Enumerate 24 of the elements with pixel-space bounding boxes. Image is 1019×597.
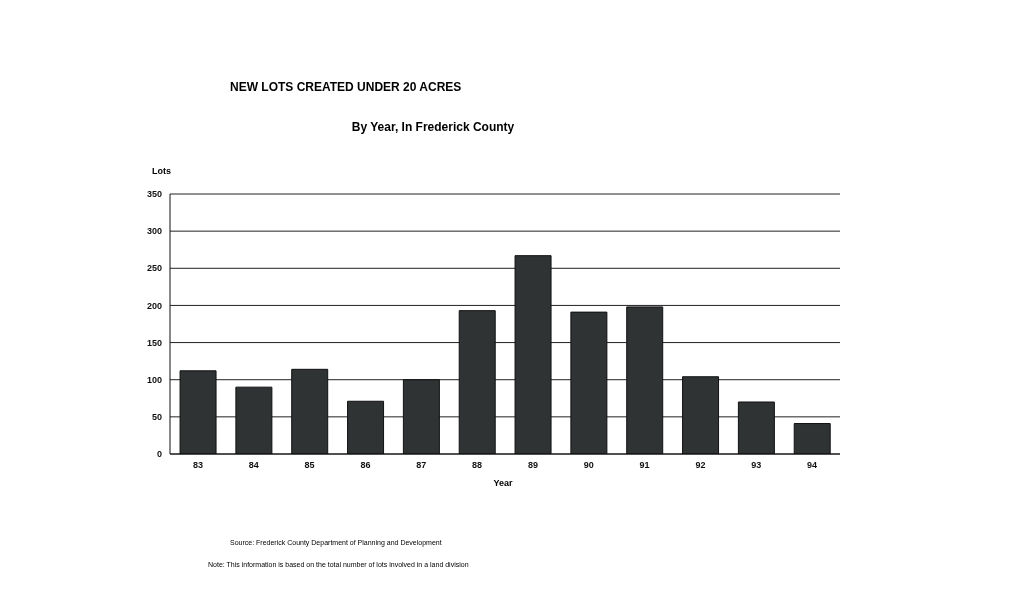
y-axis-title: Lots	[152, 166, 171, 176]
x-tick-label: 87	[416, 460, 427, 471]
x-axis-title: Year	[492, 478, 514, 488]
y-tick-label: 50	[151, 412, 162, 423]
x-tick-label: 84	[248, 460, 259, 471]
y-tick-label: 200	[146, 300, 162, 311]
y-tick-label: 100	[146, 374, 162, 385]
y-tick-label: 150	[146, 337, 162, 348]
y-tick-label: 350	[146, 189, 162, 200]
x-tick-label: 85	[304, 460, 315, 471]
y-tick-label: 0	[156, 449, 162, 460]
x-tick-label: 89	[527, 460, 538, 471]
x-tick-label: 86	[360, 460, 371, 471]
y-tick-label: 250	[146, 263, 162, 274]
x-tick-label: 88	[472, 460, 483, 471]
x-tick-label: 92	[695, 460, 706, 471]
y-tick-label: 300	[146, 226, 162, 237]
chart-title: NEW LOTS CREATED UNDER 20 ACRES	[230, 80, 462, 94]
x-tick-label: 93	[751, 460, 762, 471]
chart-subtitle: By Year, In Frederick County	[350, 120, 516, 134]
x-tick-label: 90	[583, 460, 594, 471]
x-tick-label: 91	[639, 460, 650, 471]
x-tick-label: 94	[807, 460, 818, 471]
x-tick-label: 83	[192, 460, 203, 471]
